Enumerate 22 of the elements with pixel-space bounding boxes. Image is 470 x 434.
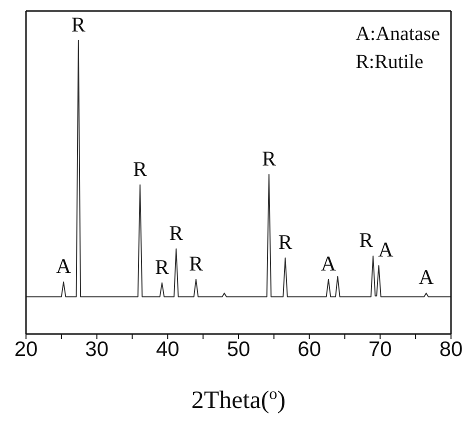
annotation: R (188, 251, 204, 276)
x-tick-label: 40 (156, 338, 180, 361)
annotation: R (154, 254, 170, 279)
x-tick-label: 50 (226, 338, 250, 361)
annotation: R:Rutile (356, 50, 424, 75)
annotation: A (418, 265, 435, 290)
x-tick-label: 70 (368, 338, 392, 361)
x-tick-label: 80 (439, 338, 463, 361)
x-tick-label: 30 (85, 338, 109, 361)
x-tick-label: 60 (298, 338, 322, 361)
annotation: A (320, 251, 337, 276)
annotation: A:Anatase (356, 22, 440, 47)
annotation: R (262, 146, 276, 171)
annotation: A (56, 254, 72, 278)
annotation: R (71, 12, 86, 36)
annotation: R (169, 220, 184, 245)
x-axis-title: 2Theta($^{o}$) (191, 385, 286, 414)
annotation: R (133, 156, 148, 181)
annotation: A (378, 238, 394, 262)
x-tick-label: 20 (14, 338, 38, 361)
annotation: R (359, 228, 374, 252)
annotation: R (278, 230, 292, 254)
